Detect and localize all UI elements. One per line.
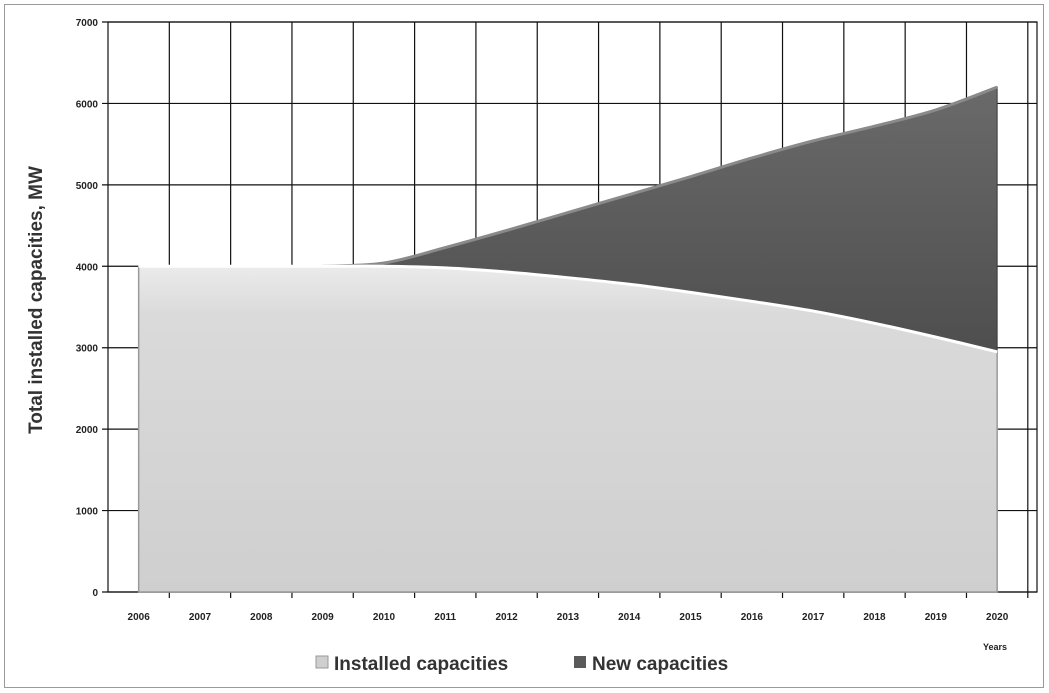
x-tick-label: 2007 [189, 612, 212, 623]
x-tick-label: 2016 [741, 612, 764, 623]
y-tick-label: 6000 [76, 99, 99, 110]
x-tick-label: 2009 [311, 612, 334, 623]
legend-label-new: New capacities [592, 654, 728, 675]
y-tick-label: 2000 [76, 425, 99, 436]
area-new-capacities-edge [322, 85, 998, 268]
x-tick-label: 2020 [986, 612, 1009, 623]
y-tick-label: 5000 [76, 181, 99, 192]
y-tick-label: 3000 [76, 344, 99, 355]
x-tick-labels: 2006 2007 2008 2009 2010 2011 2012 2013 2014 2015… [128, 612, 1009, 623]
x-tick-label: 2018 [863, 612, 886, 623]
x-tick-label: 2010 [373, 612, 396, 623]
x-axis-title: Years [983, 642, 1007, 652]
x-tick-label: 2006 [128, 612, 151, 623]
x-tick-label: 2013 [557, 612, 580, 623]
legend-swatch-new [574, 656, 586, 668]
y-tick-label: 0 [92, 588, 98, 599]
y-tick-labels: 0 1000 2000 3000 4000 5000 6000 7000 [76, 18, 99, 599]
x-tick-label: 2014 [618, 612, 641, 623]
areas [137, 85, 998, 593]
y-tick-label: 7000 [76, 18, 99, 29]
x-tick-label: 2008 [250, 612, 273, 623]
legend: Installed capacities New capacities [315, 654, 728, 675]
x-tick-label: 2012 [495, 612, 518, 623]
legend-label-installed: Installed capacities [334, 654, 508, 675]
y-tick-label: 1000 [76, 507, 99, 518]
x-tick-label: 2017 [802, 612, 825, 623]
y-tick-label: 4000 [76, 262, 99, 273]
x-tick-label: 2019 [925, 612, 948, 623]
area-installed-capacities-edge [138, 264, 998, 354]
x-tick-label: 2011 [434, 612, 456, 623]
y-axis-title: Total installed capacities, MW [26, 166, 47, 434]
legend-swatch-installed [315, 655, 329, 669]
x-tick-label: 2015 [679, 612, 702, 623]
